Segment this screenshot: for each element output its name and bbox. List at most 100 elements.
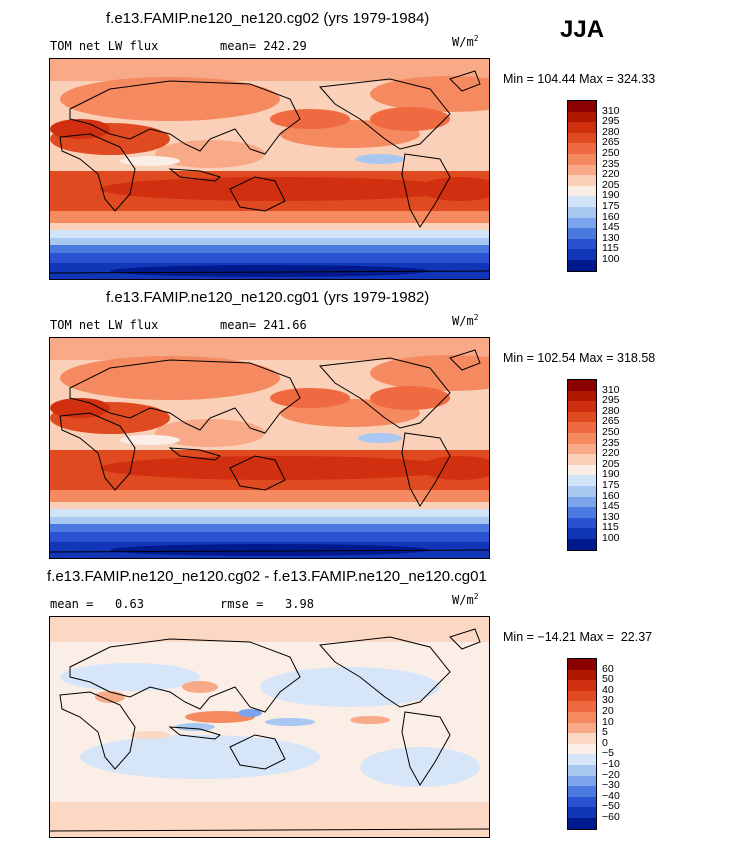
colorbar-swatch xyxy=(568,786,596,797)
colorbar-swatch xyxy=(568,422,596,433)
panel-2-minmax: Min = 102.54 Max = 318.58 xyxy=(503,351,656,365)
colorbar-tick-label: 60 xyxy=(602,662,614,675)
colorbar-swatch xyxy=(568,659,596,670)
colorbar-swatch xyxy=(568,711,596,723)
panel-2-mean: mean= 241.66 xyxy=(220,318,307,332)
colorbar-swatch xyxy=(568,454,596,465)
colorbar-tick-label: 0 xyxy=(602,736,608,749)
colorbar-tick-label: 145 xyxy=(602,500,620,513)
colorbar-swatch xyxy=(568,196,596,207)
colorbar-swatch xyxy=(568,743,596,755)
panel-1-colorbar xyxy=(567,100,597,272)
panel-2-title: f.e13.FAMIP.ne120_ne120.cg01 (yrs 1979-1… xyxy=(106,289,430,306)
colorbar-swatch xyxy=(568,754,596,765)
colorbar-tick-label: 130 xyxy=(602,510,620,523)
colorbar-tick-label: 10 xyxy=(602,715,614,728)
colorbar-swatch xyxy=(568,485,596,497)
panel-2-units: W/m2 xyxy=(452,313,479,328)
colorbar-tick-label: 250 xyxy=(602,147,620,159)
colorbar-swatch xyxy=(568,464,596,476)
panel-2-map xyxy=(49,337,490,559)
colorbar-tick-label: 100 xyxy=(602,253,620,265)
colorbar-swatch xyxy=(568,475,596,486)
colorbar-tick-label: 295 xyxy=(602,115,620,128)
panel-2-colorbar xyxy=(567,379,597,551)
colorbar-swatch xyxy=(568,401,596,412)
colorbar-tick-label: −5 xyxy=(602,747,614,760)
colorbar-tick-label: −50 xyxy=(602,800,620,813)
colorbar-swatch xyxy=(568,206,596,218)
panel-2-field xyxy=(50,338,489,558)
colorbar-swatch xyxy=(568,690,596,702)
colorbar-tick-label: 175 xyxy=(602,200,620,212)
colorbar-tick-label: 130 xyxy=(602,231,620,244)
colorbar-swatch xyxy=(568,432,596,444)
colorbar-tick-label: 30 xyxy=(602,694,614,707)
colorbar-swatch xyxy=(568,259,596,271)
colorbar-tick-label: 160 xyxy=(602,210,620,223)
colorbar-tick-label: 310 xyxy=(602,104,620,117)
colorbar-tick-label: −10 xyxy=(602,758,620,770)
colorbar-tick-label: 115 xyxy=(602,521,619,534)
panel-1-title: f.e13.FAMIP.ne120_ne120.cg02 (yrs 1979-1… xyxy=(106,10,430,27)
colorbar-swatch xyxy=(568,101,596,112)
colorbar-tick-label: 235 xyxy=(602,157,620,170)
colorbar-tick-label: 20 xyxy=(602,705,614,717)
colorbar-tick-label: 50 xyxy=(602,673,614,686)
panel-3-map xyxy=(49,616,490,838)
colorbar-swatch xyxy=(568,538,596,550)
colorbar-tick-label: 175 xyxy=(602,479,620,491)
panel-3-field xyxy=(50,617,489,837)
panel-3-units: W/m2 xyxy=(452,592,479,607)
panel-3-title: f.e13.FAMIP.ne120_ne120.cg02 - f.e13.FAM… xyxy=(47,568,487,585)
colorbar-swatch xyxy=(568,217,596,229)
colorbar-tick-label: 100 xyxy=(602,532,620,544)
colorbar-tick-label: 265 xyxy=(602,136,620,149)
colorbar-swatch xyxy=(568,669,596,681)
colorbar-swatch xyxy=(568,175,596,186)
panel-3-rmse: rmse = 3.98 xyxy=(220,597,314,611)
colorbar-swatch xyxy=(568,143,596,154)
colorbar-tick-label: 160 xyxy=(602,489,620,502)
colorbar-swatch xyxy=(568,496,596,508)
panel-1-mean: mean= 242.29 xyxy=(220,39,307,53)
colorbar-swatch xyxy=(568,390,596,402)
panel-2-variable: TOM net LW flux xyxy=(50,318,159,332)
colorbar-tick-label: 220 xyxy=(602,168,620,181)
colorbar-tick-label: 310 xyxy=(602,383,620,396)
colorbar-tick-label: 5 xyxy=(602,726,608,739)
colorbar-tick-label: 220 xyxy=(602,447,620,460)
colorbar-tick-label: 250 xyxy=(602,426,620,438)
colorbar-swatch xyxy=(568,132,596,144)
colorbar-tick-label: 205 xyxy=(602,457,620,470)
panel-1-minmax: Min = 104.44 Max = 324.33 xyxy=(503,72,656,86)
panel-1-field xyxy=(50,59,489,279)
colorbar-tick-label: 235 xyxy=(602,436,620,449)
colorbar-swatch xyxy=(568,249,596,260)
colorbar-swatch xyxy=(568,411,596,423)
colorbar-tick-label: 40 xyxy=(602,683,614,696)
colorbar-swatch xyxy=(568,517,596,529)
panel-3-minmax: Min = −14.21 Max = 22.37 xyxy=(503,630,653,644)
colorbar-swatch xyxy=(568,443,596,455)
colorbar-tick-label: 265 xyxy=(602,415,620,428)
colorbar-swatch xyxy=(568,775,596,787)
colorbar-swatch xyxy=(568,680,596,691)
colorbar-tick-label: 280 xyxy=(602,125,620,138)
colorbar-swatch xyxy=(568,238,596,250)
colorbar-swatch xyxy=(568,807,596,818)
colorbar-swatch xyxy=(568,722,596,734)
colorbar-swatch xyxy=(568,164,596,176)
colorbar-swatch xyxy=(568,380,596,391)
colorbar-tick-label: 115 xyxy=(602,242,619,255)
colorbar-swatch xyxy=(568,796,596,808)
colorbar-swatch xyxy=(568,185,596,197)
colorbar-swatch xyxy=(568,153,596,165)
panel-3-mean: mean = 0.63 xyxy=(50,597,144,611)
colorbar-tick-label: −30 xyxy=(602,779,620,792)
colorbar-tick-label: 145 xyxy=(602,221,620,234)
panel-1-units: W/m2 xyxy=(452,34,479,49)
colorbar-tick-label: −40 xyxy=(602,789,620,802)
colorbar-tick-label: 190 xyxy=(602,189,620,202)
panel-1-map xyxy=(49,58,490,280)
